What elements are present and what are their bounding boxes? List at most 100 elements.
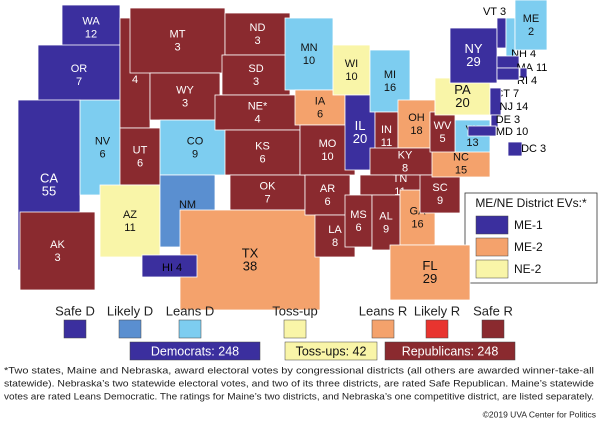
district-swatch (475, 237, 509, 257)
state (141, 254, 198, 278)
legend-swatch (283, 319, 307, 339)
state-ev: 38 (243, 258, 257, 273)
state (224, 129, 301, 176)
state-abbr: MN (300, 42, 317, 54)
state-ev: 10 (345, 71, 357, 83)
state-abbr: CO (187, 135, 204, 147)
state (224, 12, 291, 56)
state (467, 125, 497, 137)
district-title: ME/NE District EVs:* (475, 196, 587, 210)
state (332, 44, 371, 96)
state-abbr: MO (319, 138, 337, 150)
state-ev: 10 (321, 151, 333, 163)
state-abbr: RI (517, 75, 528, 87)
state (229, 174, 306, 211)
state-abbr: NV (95, 135, 111, 147)
state-ev: 13 (466, 137, 478, 149)
legend-swatch (371, 319, 395, 339)
state (419, 174, 461, 214)
state-ev: 16 (411, 218, 423, 230)
state-abbr: AZ (123, 209, 137, 221)
state-abbr: MS (350, 209, 367, 221)
state (221, 54, 291, 96)
state-abbr: MD (496, 126, 513, 138)
total-bar (384, 341, 516, 361)
state-ev: 11 (124, 222, 135, 234)
state (507, 141, 523, 157)
state-abbr: NJ (500, 101, 513, 113)
state-abbr: WV (434, 120, 452, 132)
legend-label: Leans R (359, 303, 407, 318)
district-label: ME-2 (514, 240, 543, 254)
legend-label: Leans D (166, 303, 214, 318)
state-ev: 10 (303, 55, 315, 67)
state-ev: 15 (455, 164, 467, 176)
district-swatch (475, 215, 509, 235)
state (371, 194, 401, 251)
state (431, 149, 491, 178)
state-ev: 14 (516, 101, 528, 113)
state-abbr: ME (523, 13, 540, 25)
state-abbr: NY (464, 41, 482, 56)
state-ev: 4 (530, 48, 536, 60)
state (429, 111, 456, 153)
state-ev: 18 (410, 125, 422, 137)
state-ev: 9 (383, 223, 389, 235)
legend-swatch (178, 319, 202, 339)
state (37, 44, 121, 106)
state-ev: 8 (332, 237, 338, 249)
footnote: votes are rated Leans Democratic. The ra… (4, 392, 594, 403)
state-abbr: MT (170, 28, 186, 40)
state-abbr: TX (242, 245, 259, 260)
state (389, 244, 471, 301)
state-ev: 3 (174, 41, 180, 53)
legend-swatch (481, 319, 505, 339)
state-ev: 10 (516, 126, 528, 138)
state-abbr: OR (71, 63, 88, 75)
state-ev: 3 (500, 6, 506, 18)
state (496, 67, 520, 81)
total-label: Democrats: 248 (151, 344, 239, 358)
state-ev: 4 (176, 262, 182, 274)
state-abbr: VT (483, 6, 497, 18)
state-ev: 3 (540, 143, 546, 155)
state (449, 27, 498, 84)
state (79, 99, 126, 196)
state (129, 7, 226, 74)
total-bar (129, 341, 261, 361)
total-label: Toss-ups: 42 (296, 344, 367, 358)
state (284, 17, 334, 91)
state-ev: 11 (381, 137, 392, 149)
legend-label: Safe D (55, 303, 95, 318)
state-abbr: OH (408, 112, 425, 124)
total-label: Republicans: 248 (402, 344, 499, 358)
state (19, 211, 96, 291)
district-swatch (475, 259, 509, 279)
state-ev: 16 (384, 82, 396, 94)
state-ev: 4 (531, 75, 537, 87)
state-ev: 6 (259, 153, 265, 165)
state-ev: 6 (355, 222, 361, 234)
state-abbr: WA (82, 15, 100, 27)
state-ev: 7 (264, 193, 270, 205)
state-ev: 3 (182, 97, 188, 109)
state (294, 89, 346, 126)
credit: ©2019 UVA Center for Politics (483, 409, 596, 419)
legend-swatch (118, 319, 142, 339)
state-ev: 11 (536, 62, 547, 74)
legend-label: Likely D (107, 303, 153, 318)
state-abbr: LA (328, 224, 342, 236)
state-ev: 9 (437, 195, 443, 207)
state (514, 0, 548, 51)
state-ev: 20 (353, 131, 367, 146)
state-abbr: KS (255, 140, 270, 152)
state (496, 17, 507, 49)
state (304, 174, 351, 216)
state (61, 4, 121, 51)
state-abbr: NM (179, 199, 196, 211)
state-abbr: IA (315, 95, 326, 107)
legend-label: Safe R (473, 303, 513, 318)
footnote: *Two states, Maine and Nebraska, award e… (4, 366, 594, 377)
legend-swatch (425, 319, 449, 339)
